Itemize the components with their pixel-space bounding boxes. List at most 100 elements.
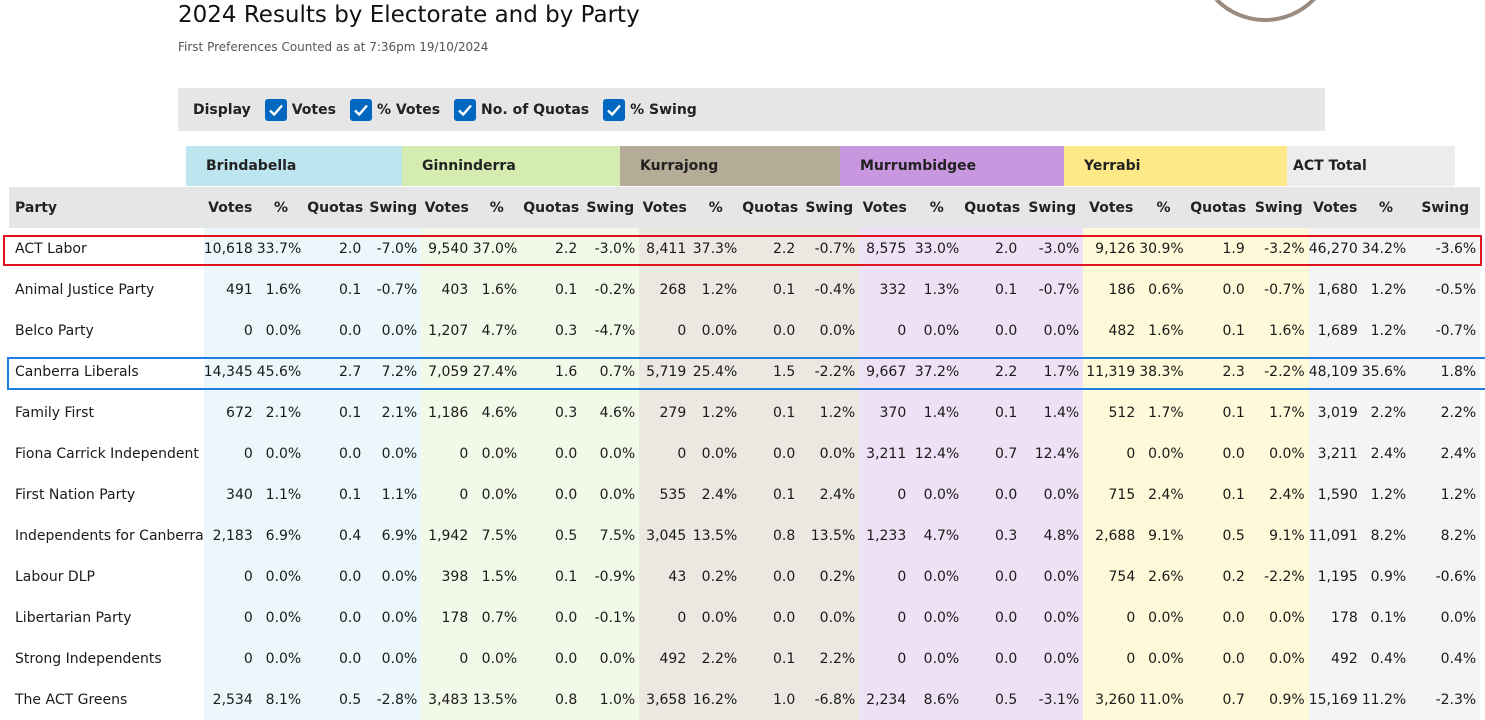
party-row: Belco Party 0 0.0% 0.0 0.0% 1,207 4.7% 0.3 -4.7%…: [9, 310, 1481, 351]
murrumbidgee-quotas-header: Quotas: [963, 187, 1022, 228]
kurrajong-quotas-cell: 0.0: [741, 597, 800, 638]
yerrabi-votes-cell: 9,126: [1083, 228, 1140, 269]
party-row: Strong Independents 0 0.0% 0.0 0.0% 0 0.0% 0.0 0…: [9, 638, 1481, 679]
quotas-checkbox[interactable]: No. of Quotas: [454, 98, 589, 121]
kurrajong-quotas-cell: 0.8: [741, 515, 800, 556]
ginninderra-votes-cell: 398: [421, 556, 473, 597]
brindabella-pct-cell: 1.6%: [256, 269, 306, 310]
yerrabi-votes-cell: 2,688: [1083, 515, 1140, 556]
act-total-pct-header: %: [1361, 187, 1411, 228]
yerrabi-swing-cell: -0.7%: [1248, 269, 1309, 310]
brindabella-swing-cell: 2.1%: [365, 392, 422, 433]
ginninderra-swing-cell: 4.6%: [581, 392, 640, 433]
ginninderra-quotas-cell: 0.0: [521, 597, 582, 638]
act-total-pct-cell: 2.2%: [1361, 392, 1411, 433]
murrumbidgee-quotas-cell: 0.3: [963, 515, 1022, 556]
murrumbidgee-quotas-cell: 0.1: [963, 392, 1022, 433]
party-name: Family First: [15, 404, 94, 421]
swing-checkbox[interactable]: % Swing: [603, 98, 697, 121]
ginninderra-quotas-cell: 0.0: [521, 638, 582, 679]
brindabella-quotas-cell: 2.7: [305, 351, 366, 392]
kurrajong-swing-cell: 0.0%: [799, 433, 860, 474]
act-total-swing-cell: -0.7%: [1410, 310, 1481, 351]
kurrajong-pct-cell: 1.2%: [690, 269, 742, 310]
ginninderra-votes-cell: 178: [421, 597, 473, 638]
ginninderra-pct-cell: 4.6%: [472, 392, 522, 433]
yerrabi-votes-cell: 11,319: [1083, 351, 1140, 392]
yerrabi-quotas-cell: 0.0: [1187, 433, 1249, 474]
yerrabi-votes-cell: 0: [1083, 597, 1140, 638]
brindabella-pct-cell: 33.7%: [256, 228, 306, 269]
brindabella-swing-cell: 6.9%: [365, 515, 422, 556]
ginninderra-pct-cell: 1.5%: [472, 556, 522, 597]
brindabella-pct-cell: 8.1%: [256, 679, 306, 720]
electorate-header-brindabella: Brindabella: [186, 146, 402, 186]
ginninderra-swing-cell: -0.1%: [581, 597, 640, 638]
pct-votes-checkbox[interactable]: % Votes: [349, 98, 440, 121]
yerrabi-pct-cell: 0.0%: [1139, 638, 1188, 679]
ginninderra-swing-cell: -0.2%: [581, 269, 640, 310]
party-name: Canberra Liberals: [15, 363, 139, 380]
yerrabi-votes-cell: 512: [1083, 392, 1140, 433]
kurrajong-swing-cell: -0.7%: [799, 228, 860, 269]
ginninderra-votes-cell: 3,483: [421, 679, 473, 720]
yerrabi-swing-cell: 0.0%: [1248, 638, 1309, 679]
kurrajong-swing-cell: -6.8%: [799, 679, 860, 720]
act-total-swing-cell: 2.4%: [1410, 433, 1481, 474]
brindabella-swing-cell: 0.0%: [365, 597, 422, 638]
act-total-pct-cell: 1.2%: [1361, 474, 1411, 515]
ginninderra-votes-cell: 0: [421, 433, 473, 474]
yerrabi-swing-cell: 9.1%: [1248, 515, 1309, 556]
ginninderra-pct-cell: 1.6%: [472, 269, 522, 310]
party-row: Canberra Liberals 14,345 45.6% 2.7 7.2% 7,059…: [9, 351, 1481, 392]
yerrabi-quotas-cell: 2.3: [1187, 351, 1249, 392]
yerrabi-quotas-cell: 0.0: [1187, 597, 1249, 638]
act-total-pct-cell: 34.2%: [1361, 228, 1411, 269]
murrumbidgee-pct-cell: 0.0%: [910, 474, 964, 515]
act-total-votes-cell: 48,109: [1308, 351, 1362, 392]
checkmark-icon: [264, 98, 287, 121]
kurrajong-pct-cell: 37.3%: [690, 228, 742, 269]
brindabella-quotas-header: Quotas: [305, 187, 366, 228]
kurrajong-quotas-cell: 1.0: [741, 679, 800, 720]
brindabella-quotas-cell: 0.1: [305, 474, 366, 515]
kurrajong-swing-cell: 1.2%: [799, 392, 860, 433]
party-row: ACT Labor 10,618 33.7% 2.0 -7.0% 9,540 37.0% 2.…: [9, 228, 1481, 269]
kurrajong-quotas-cell: 0.1: [741, 269, 800, 310]
kurrajong-votes-cell: 268: [639, 269, 691, 310]
yerrabi-quotas-cell: 0.1: [1187, 474, 1249, 515]
yerrabi-votes-cell: 186: [1083, 269, 1140, 310]
votes-checkbox[interactable]: Votes: [264, 98, 336, 121]
kurrajong-votes-cell: 535: [639, 474, 691, 515]
brindabella-pct-cell: 6.9%: [256, 515, 306, 556]
kurrajong-votes-cell: 0: [639, 597, 691, 638]
kurrajong-pct-cell: 13.5%: [690, 515, 742, 556]
murrumbidgee-quotas-cell: 0.0: [963, 474, 1022, 515]
ginninderra-swing-cell: 0.0%: [581, 638, 640, 679]
murrumbidgee-votes-header: Votes: [859, 187, 911, 228]
kurrajong-swing-cell: 0.0%: [799, 310, 860, 351]
murrumbidgee-pct-cell: 0.0%: [910, 597, 964, 638]
murrumbidgee-votes-cell: 0: [859, 556, 911, 597]
party-row: Labour DLP 0 0.0% 0.0 0.0% 398 1.5% 0.1 -0.9% 43 0…: [9, 556, 1481, 597]
act-total-pct-cell: 2.4%: [1361, 433, 1411, 474]
ginninderra-quotas-cell: 0.0: [521, 474, 582, 515]
kurrajong-quotas-cell: 0.1: [741, 638, 800, 679]
display-label: Display: [193, 101, 251, 118]
act-total-swing-cell: 8.2%: [1410, 515, 1481, 556]
kurrajong-swing-cell: 0.2%: [799, 556, 860, 597]
page-title: 2024 Results by Electorate and by Party: [178, 2, 640, 28]
ginninderra-votes-cell: 0: [421, 638, 473, 679]
murrumbidgee-swing-cell: -0.7%: [1021, 269, 1084, 310]
murrumbidgee-quotas-cell: 0.1: [963, 269, 1022, 310]
yerrabi-swing-cell: 1.7%: [1248, 392, 1309, 433]
kurrajong-votes-cell: 5,719: [639, 351, 691, 392]
ginninderra-votes-cell: 1,186: [421, 392, 473, 433]
kurrajong-pct-cell: 16.2%: [690, 679, 742, 720]
act-total-votes-cell: 11,091: [1308, 515, 1362, 556]
ginninderra-quotas-cell: 1.6: [521, 351, 582, 392]
ginninderra-pct-cell: 0.0%: [472, 433, 522, 474]
kurrajong-votes-cell: 0: [639, 433, 691, 474]
murrumbidgee-quotas-cell: 2.0: [963, 228, 1022, 269]
brindabella-pct-header: %: [256, 187, 306, 228]
